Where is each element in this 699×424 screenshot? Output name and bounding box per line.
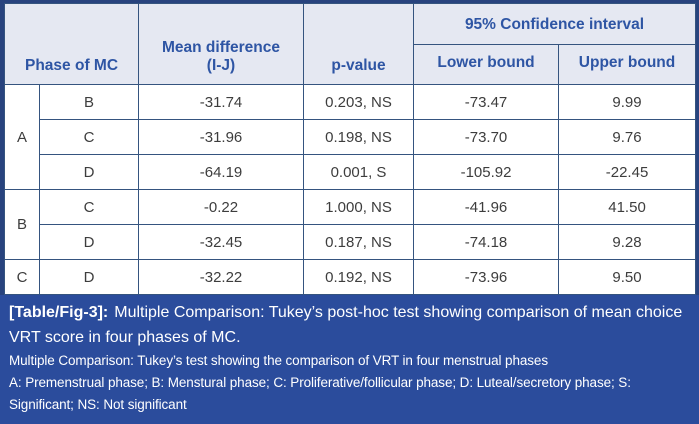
p-value-cell: 0.192, NS (303, 259, 415, 295)
phase-cell: B (38, 84, 140, 120)
caption-legend: A: Premenstrual phase; B: Menstural phas… (9, 375, 631, 412)
lower-bound-cell: -105.92 (413, 154, 560, 190)
column-header-mean-difference: Mean difference (I-J) (138, 3, 305, 85)
lower-bound-cell: -74.18 (413, 224, 560, 260)
table-row: C -31.96 0.198, NS -73.70 9.76 (5, 119, 697, 155)
upper-bound-cell: -22.45 (558, 154, 697, 190)
comparison-table: Phase of MC Mean difference (I-J) p-valu… (3, 3, 697, 295)
table-row: B C -0.22 1.000, NS -41.96 41.50 (4, 189, 697, 260)
phase-cell: D (38, 259, 140, 295)
phase-cell: D (38, 154, 140, 190)
mean-difference-cell: -0.22 (138, 189, 305, 225)
column-header-p-value: p-value (303, 3, 415, 85)
upper-bound-cell: 9.28 (558, 224, 697, 260)
column-header-upper-bound: Upper bound (558, 44, 697, 85)
upper-bound-cell: 9.50 (558, 259, 697, 295)
lower-bound-cell: -73.70 (413, 119, 560, 155)
caption-label: [Table/Fig-3]: (9, 304, 109, 321)
caption-subtitle: Multiple Comparison: Tukey’s test showin… (9, 353, 548, 368)
table-row: D -64.19 0.001, S -105.92 -22.45 (5, 154, 697, 190)
lower-bound-cell: -41.96 (413, 189, 560, 225)
column-header-confidence-interval: 95% Confidence interval (413, 3, 697, 45)
p-value-cell: 0.198, NS (303, 119, 415, 155)
group-cell-b: B (4, 189, 40, 260)
mean-difference-cell: -32.22 (138, 259, 305, 295)
group-cell-a: A (4, 84, 40, 190)
lower-bound-cell: -73.47 (413, 84, 560, 120)
table-row: A B -31.74 0.203, NS -73.47 9.99 (4, 84, 697, 190)
upper-bound-cell: 9.99 (558, 84, 697, 120)
mean-difference-line2: (I-J) (206, 57, 236, 74)
table-row: C D -32.22 0.192, NS -73.96 9.50 (4, 259, 697, 295)
lower-bound-cell: -73.96 (413, 259, 560, 295)
phase-cell: C (38, 189, 140, 225)
caption-title-line: [Table/Fig-3]: Multiple Comparison: Tukey… (9, 300, 689, 350)
mean-difference-line1: Mean difference (162, 39, 281, 56)
upper-bound-cell: 41.50 (558, 189, 697, 225)
p-value-cell: 0.001, S (303, 154, 415, 190)
p-value-cell: 1.000, NS (303, 189, 415, 225)
figure-caption: [Table/Fig-3]: Multiple Comparison: Tukey… (0, 295, 699, 424)
p-value-cell: 0.187, NS (303, 224, 415, 260)
table-frame: Phase of MC Mean difference (I-J) p-valu… (0, 0, 699, 295)
phase-cell: D (38, 224, 140, 260)
caption-title: Multiple Comparison: Tukey’s post-hoc te… (9, 304, 683, 346)
column-header-phase: Phase of MC (3, 3, 140, 85)
p-value-cell: 0.203, NS (303, 84, 415, 120)
mean-difference-cell: -32.45 (138, 224, 305, 260)
table-row: D -32.45 0.187, NS -74.18 9.28 (5, 224, 697, 260)
mean-difference-cell: -31.74 (138, 84, 305, 120)
upper-bound-cell: 9.76 (558, 119, 697, 155)
mean-difference-cell: -31.96 (138, 119, 305, 155)
mean-difference-cell: -64.19 (138, 154, 305, 190)
column-header-lower-bound: Lower bound (413, 44, 560, 85)
group-cell-c: C (4, 259, 40, 295)
phase-cell: C (38, 119, 140, 155)
